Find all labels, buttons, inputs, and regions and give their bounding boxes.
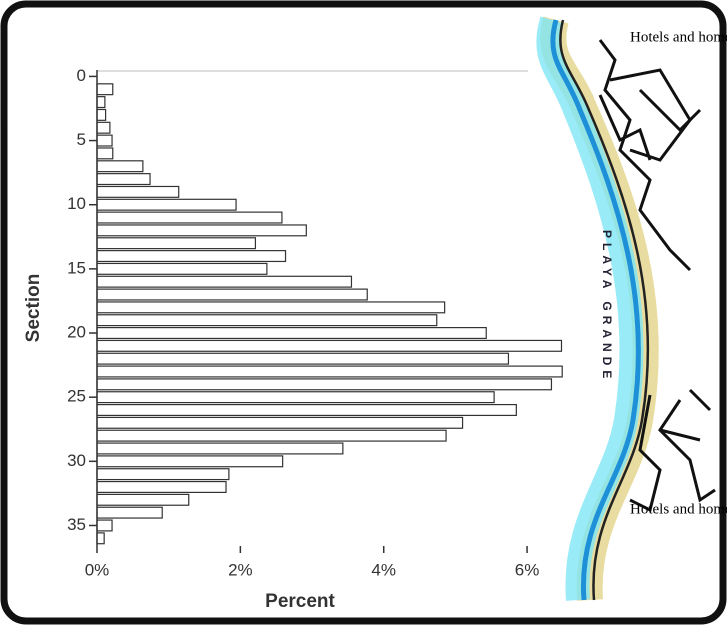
y-tick-label: 25 bbox=[67, 387, 86, 406]
bar bbox=[97, 328, 486, 339]
bar bbox=[97, 366, 562, 377]
y-tick-label: 10 bbox=[67, 194, 86, 213]
bar bbox=[97, 276, 351, 287]
bar bbox=[97, 97, 105, 108]
x-tick-label: 6% bbox=[515, 560, 540, 579]
bar bbox=[97, 533, 104, 544]
x-tick-label: 4% bbox=[371, 560, 396, 579]
bar bbox=[97, 263, 267, 274]
bar bbox=[97, 135, 112, 146]
bar bbox=[97, 238, 255, 249]
bar bbox=[97, 417, 463, 428]
bar bbox=[97, 148, 113, 159]
y-tick-label: 20 bbox=[67, 323, 86, 342]
y-axis-label: Section bbox=[23, 274, 44, 343]
bar bbox=[97, 405, 516, 416]
bar bbox=[97, 353, 508, 364]
chart: Hotels and homes Hotels and homes PLAYA … bbox=[0, 0, 727, 625]
bar bbox=[97, 469, 229, 480]
bar bbox=[97, 289, 367, 300]
bar bbox=[97, 225, 306, 236]
bar bbox=[97, 443, 343, 454]
bar bbox=[97, 507, 162, 518]
x-tick-label: 0% bbox=[85, 560, 110, 579]
bar bbox=[97, 392, 494, 403]
bar bbox=[97, 161, 143, 172]
bar bbox=[97, 482, 226, 493]
bar bbox=[97, 186, 179, 197]
y-tick-label: 35 bbox=[67, 515, 86, 534]
bar bbox=[97, 212, 282, 223]
bar bbox=[97, 430, 446, 441]
bar bbox=[97, 84, 113, 95]
annotation: Hotels and homes bbox=[630, 29, 727, 45]
beach-label: PLAYA GRANDE bbox=[600, 230, 614, 383]
x-axis-label: Percent bbox=[265, 591, 335, 612]
y-tick-label: 0 bbox=[77, 66, 86, 85]
bar bbox=[97, 199, 236, 210]
bar bbox=[97, 520, 112, 531]
y-tick-label: 5 bbox=[77, 130, 86, 149]
bar bbox=[97, 122, 110, 133]
bar bbox=[97, 494, 189, 505]
bar bbox=[97, 302, 445, 313]
x-tick-label: 2% bbox=[228, 560, 253, 579]
bar bbox=[97, 251, 286, 262]
bar bbox=[97, 315, 437, 326]
bar bbox=[97, 340, 561, 351]
bar bbox=[97, 456, 283, 467]
y-tick-label: 30 bbox=[67, 451, 86, 470]
annotation: Hotels and homes bbox=[630, 501, 727, 517]
bar bbox=[97, 174, 150, 185]
y-tick-label: 15 bbox=[67, 258, 86, 277]
bar bbox=[97, 109, 106, 120]
bar bbox=[97, 379, 551, 390]
